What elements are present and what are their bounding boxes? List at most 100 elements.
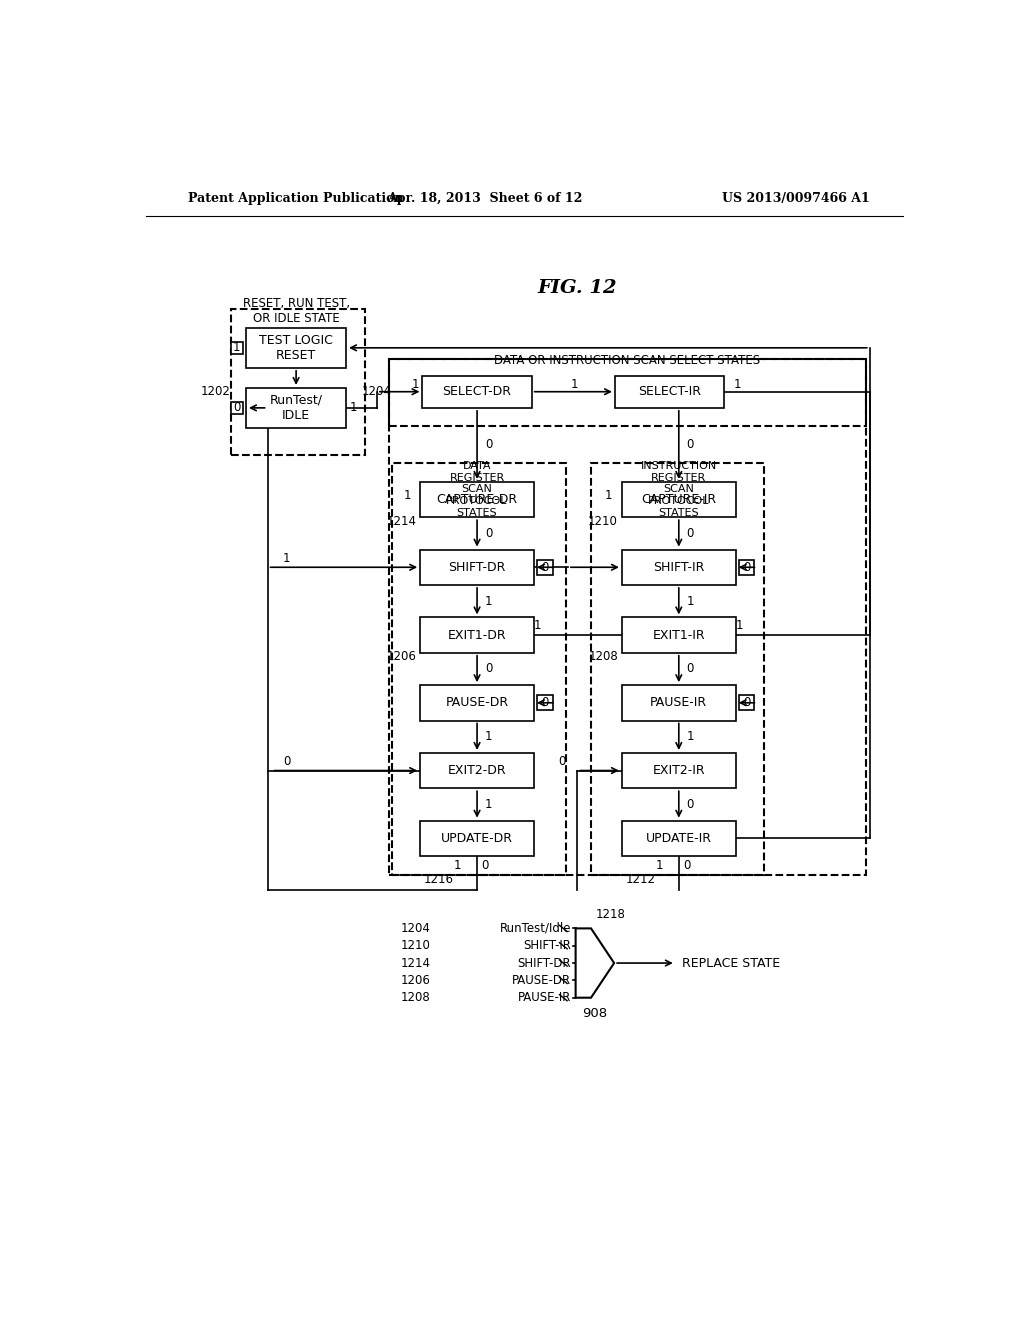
FancyBboxPatch shape xyxy=(420,549,535,585)
Text: INSTRUCTION
REGISTER
SCAN
PROTOCOL
STATES: INSTRUCTION REGISTER SCAN PROTOCOL STATE… xyxy=(641,461,717,517)
Text: 1208: 1208 xyxy=(401,991,431,1005)
Text: 0: 0 xyxy=(484,663,493,676)
Text: 1210: 1210 xyxy=(588,515,617,528)
Text: EXIT1-DR: EXIT1-DR xyxy=(447,628,507,642)
FancyBboxPatch shape xyxy=(739,560,755,576)
Text: CAPTURE-DR: CAPTURE-DR xyxy=(436,492,517,506)
Text: PAUSE-DR: PAUSE-DR xyxy=(512,974,571,987)
Text: 1206: 1206 xyxy=(386,649,416,663)
Text: 1214: 1214 xyxy=(386,515,416,528)
FancyBboxPatch shape xyxy=(246,388,346,428)
Text: Patent Application Publication: Patent Application Publication xyxy=(188,191,403,205)
Text: 0: 0 xyxy=(686,797,694,810)
FancyBboxPatch shape xyxy=(420,685,535,721)
Text: PAUSE-DR: PAUSE-DR xyxy=(445,696,509,709)
FancyBboxPatch shape xyxy=(538,560,553,576)
Text: 1: 1 xyxy=(484,730,493,743)
Text: REPLACE STATE: REPLACE STATE xyxy=(682,957,780,970)
FancyBboxPatch shape xyxy=(420,752,535,788)
FancyBboxPatch shape xyxy=(422,376,531,408)
Text: 1: 1 xyxy=(733,378,741,391)
Text: SHIFT-DR: SHIFT-DR xyxy=(517,957,571,970)
Text: 1: 1 xyxy=(655,859,664,871)
Text: 1: 1 xyxy=(605,490,612,502)
Text: TEST LOGIC
RESET: TEST LOGIC RESET xyxy=(259,334,333,362)
Text: Apr. 18, 2013  Sheet 6 of 12: Apr. 18, 2013 Sheet 6 of 12 xyxy=(387,191,583,205)
Text: 1: 1 xyxy=(686,730,694,743)
FancyBboxPatch shape xyxy=(622,685,736,721)
Text: 1204: 1204 xyxy=(401,921,431,935)
Text: FIG. 12: FIG. 12 xyxy=(538,279,617,297)
Text: 0: 0 xyxy=(484,438,493,451)
Text: 1218: 1218 xyxy=(595,908,626,921)
Text: 0: 0 xyxy=(686,663,694,676)
FancyBboxPatch shape xyxy=(739,696,755,710)
Text: CAPTURE-IR: CAPTURE-IR xyxy=(641,492,717,506)
FancyBboxPatch shape xyxy=(230,401,243,414)
Text: 0: 0 xyxy=(484,527,493,540)
Text: 1: 1 xyxy=(403,490,411,502)
Text: PAUSE-IR: PAUSE-IR xyxy=(650,696,708,709)
FancyBboxPatch shape xyxy=(622,752,736,788)
Text: 1208: 1208 xyxy=(588,649,617,663)
Text: 1: 1 xyxy=(233,342,241,354)
Text: 0: 0 xyxy=(686,438,694,451)
Text: 0: 0 xyxy=(541,561,549,574)
Text: 0: 0 xyxy=(742,561,751,574)
Text: 1206: 1206 xyxy=(401,974,431,987)
Text: 1: 1 xyxy=(484,797,493,810)
Text: 1: 1 xyxy=(454,859,462,871)
FancyBboxPatch shape xyxy=(420,618,535,653)
Text: 1: 1 xyxy=(535,619,542,632)
FancyBboxPatch shape xyxy=(420,821,535,857)
FancyBboxPatch shape xyxy=(622,821,736,857)
FancyBboxPatch shape xyxy=(622,482,736,517)
FancyBboxPatch shape xyxy=(420,482,535,517)
FancyBboxPatch shape xyxy=(246,327,346,368)
Text: EXIT1-IR: EXIT1-IR xyxy=(652,628,706,642)
Text: 1202: 1202 xyxy=(201,385,230,399)
Text: 0: 0 xyxy=(284,755,291,768)
Text: 0: 0 xyxy=(683,859,690,871)
FancyBboxPatch shape xyxy=(622,549,736,585)
Text: 1216: 1216 xyxy=(424,873,454,886)
Text: US 2013/0097466 A1: US 2013/0097466 A1 xyxy=(722,191,869,205)
Text: 1: 1 xyxy=(736,619,743,632)
Text: 0: 0 xyxy=(541,696,549,709)
Text: 1: 1 xyxy=(283,552,291,565)
Text: SELECT-DR: SELECT-DR xyxy=(442,385,512,399)
Text: SHIFT-IR: SHIFT-IR xyxy=(523,940,571,952)
Text: 1: 1 xyxy=(686,594,694,607)
FancyBboxPatch shape xyxy=(622,618,736,653)
FancyBboxPatch shape xyxy=(614,376,724,408)
Text: 0: 0 xyxy=(233,401,241,414)
Text: UPDATE-DR: UPDATE-DR xyxy=(441,832,513,845)
Text: 0: 0 xyxy=(481,859,488,871)
Text: SHIFT-DR: SHIFT-DR xyxy=(449,561,506,574)
Text: 1214: 1214 xyxy=(400,957,431,970)
Text: 1212: 1212 xyxy=(626,873,655,886)
Text: EXIT2-IR: EXIT2-IR xyxy=(652,764,706,777)
Polygon shape xyxy=(575,928,614,998)
Text: 0: 0 xyxy=(742,696,751,709)
Text: 1: 1 xyxy=(571,378,579,391)
Text: 0: 0 xyxy=(686,527,694,540)
Text: 1: 1 xyxy=(484,594,493,607)
Text: 908: 908 xyxy=(583,1007,607,1019)
Text: UPDATE-IR: UPDATE-IR xyxy=(646,832,712,845)
Text: 1204: 1204 xyxy=(361,385,391,399)
FancyBboxPatch shape xyxy=(538,696,553,710)
Text: SHIFT-IR: SHIFT-IR xyxy=(653,561,705,574)
Text: 1: 1 xyxy=(412,378,419,391)
Text: 1: 1 xyxy=(350,401,357,414)
FancyBboxPatch shape xyxy=(230,342,243,354)
Text: PAUSE-IR: PAUSE-IR xyxy=(517,991,571,1005)
Text: 0: 0 xyxy=(558,755,565,768)
Text: DATA OR INSTRUCTION SCAN SELECT STATES: DATA OR INSTRUCTION SCAN SELECT STATES xyxy=(495,354,760,367)
Text: RunTest/Idle: RunTest/Idle xyxy=(500,921,571,935)
Text: SELECT-IR: SELECT-IR xyxy=(638,385,701,399)
Text: DATA
REGISTER
SCAN
PROTOCOL
STATES: DATA REGISTER SCAN PROTOCOL STATES xyxy=(446,461,508,517)
Text: RunTest/
IDLE: RunTest/ IDLE xyxy=(269,393,323,422)
Text: EXIT2-DR: EXIT2-DR xyxy=(447,764,507,777)
Text: 1210: 1210 xyxy=(401,940,431,952)
